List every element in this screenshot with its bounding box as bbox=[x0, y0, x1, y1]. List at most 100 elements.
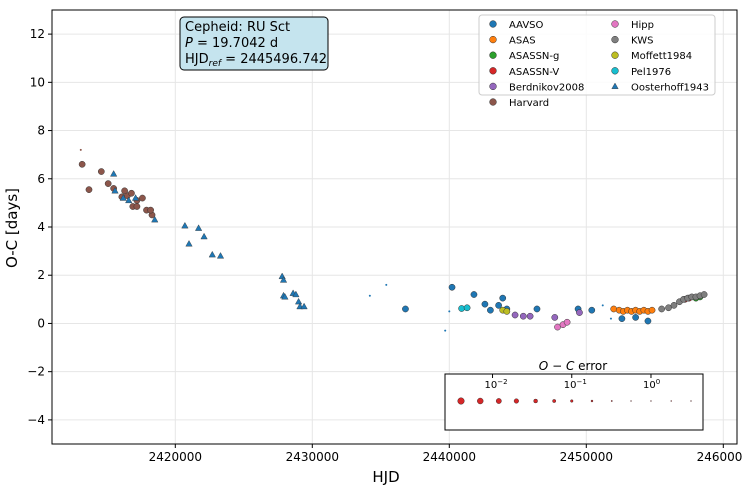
x-tick-label: 2460000 bbox=[697, 450, 742, 464]
error-size-marker bbox=[495, 398, 502, 404]
error-axis-tick-exponent: −1 bbox=[576, 378, 586, 386]
data-point bbox=[610, 305, 618, 313]
data-point bbox=[495, 302, 502, 309]
error-legend-title: O − C error bbox=[539, 359, 607, 373]
legend-marker bbox=[489, 67, 497, 75]
data-point bbox=[563, 318, 571, 326]
legend-label: ASASSN-g bbox=[509, 51, 559, 62]
data-point bbox=[110, 170, 118, 177]
data-point bbox=[458, 305, 465, 312]
info-box: Cepheid: RU Sct P = 19.7042 d HJDref = 2… bbox=[179, 16, 329, 71]
legend-marker bbox=[489, 98, 497, 106]
x-tick-label: 2430000 bbox=[286, 450, 339, 464]
data-point bbox=[292, 290, 300, 298]
data-point bbox=[576, 309, 583, 316]
legend-frame bbox=[478, 14, 716, 96]
data-point-small bbox=[609, 317, 612, 320]
error-legend-frame bbox=[444, 373, 704, 431]
data-point bbox=[147, 206, 154, 214]
y-tick-label: −4 bbox=[27, 413, 45, 427]
epoch-value: = 2445496.742 bbox=[221, 52, 327, 67]
data-point bbox=[104, 180, 112, 187]
error-size-marker bbox=[650, 400, 652, 402]
data-point bbox=[481, 300, 489, 308]
y-tick-label: 10 bbox=[30, 75, 45, 89]
data-point bbox=[632, 314, 639, 321]
data-point bbox=[279, 276, 288, 283]
data-point bbox=[551, 314, 559, 321]
y-tick-label: 8 bbox=[37, 124, 45, 138]
data-point bbox=[195, 224, 203, 231]
info-box-frame bbox=[179, 16, 329, 71]
error-size-marker bbox=[477, 397, 484, 405]
error-size-marker bbox=[457, 397, 465, 405]
data-point bbox=[185, 240, 193, 247]
data-point bbox=[533, 305, 541, 313]
data-point bbox=[125, 196, 133, 204]
error-size-marker bbox=[610, 400, 613, 402]
x-tick-label: 2440000 bbox=[423, 450, 476, 464]
data-point bbox=[503, 308, 511, 315]
x-tick-label: 2420000 bbox=[149, 450, 202, 464]
error-size-marker bbox=[570, 399, 574, 403]
data-point bbox=[644, 317, 652, 325]
legend-label: Oosterhoff1943 bbox=[631, 82, 709, 93]
data-point bbox=[128, 189, 135, 197]
legend-marker bbox=[611, 35, 619, 44]
error-size-marker bbox=[513, 398, 519, 404]
error-size-marker bbox=[630, 400, 632, 402]
data-point bbox=[618, 315, 626, 322]
data-point bbox=[208, 250, 216, 258]
data-point bbox=[216, 252, 225, 259]
legend-marker bbox=[611, 82, 619, 89]
y-tick-label: 12 bbox=[30, 27, 45, 41]
gridlines bbox=[52, 10, 737, 444]
error-title-minus: − bbox=[548, 359, 566, 373]
legend-marker bbox=[611, 67, 619, 75]
data-point bbox=[665, 304, 672, 312]
data-point-small bbox=[385, 283, 388, 286]
data-point bbox=[281, 293, 289, 300]
info-box-star-name: Cepheid: RU Sct bbox=[185, 20, 290, 35]
data-point bbox=[295, 297, 303, 305]
legend-label: Pel1976 bbox=[631, 67, 671, 78]
data-point bbox=[648, 306, 656, 314]
legend-label: ASAS bbox=[509, 36, 536, 47]
x-tick-label: 2450000 bbox=[560, 450, 613, 464]
epoch-subscript: ref bbox=[209, 59, 223, 69]
info-box-period: P = 19.7042 d bbox=[185, 36, 278, 51]
data-point bbox=[499, 294, 507, 302]
data-point bbox=[700, 291, 708, 298]
legend-label: ASASSN-V bbox=[509, 67, 559, 78]
data-point bbox=[402, 305, 409, 313]
data-point bbox=[151, 215, 159, 223]
data-point bbox=[463, 304, 471, 312]
error-title-word: error bbox=[574, 359, 607, 373]
data-point bbox=[78, 160, 86, 168]
data-point bbox=[131, 194, 140, 201]
legend-label: Hipp bbox=[631, 20, 654, 31]
legend-marker bbox=[489, 82, 497, 91]
data-point bbox=[300, 302, 308, 310]
data-points bbox=[78, 148, 708, 332]
y-tick-label: 4 bbox=[37, 220, 45, 234]
legend-marker bbox=[489, 51, 497, 59]
y-tick-label: 6 bbox=[37, 172, 45, 186]
data-point bbox=[526, 312, 534, 320]
legend-label: Harvard bbox=[509, 98, 549, 109]
error-title-o: O bbox=[539, 359, 548, 373]
legend-marker bbox=[611, 20, 619, 28]
error-axis-tick-exponent: 0 bbox=[656, 378, 660, 386]
error-size-marker bbox=[552, 399, 557, 403]
data-point bbox=[470, 291, 478, 298]
data-point bbox=[133, 203, 141, 210]
error-size-marker bbox=[533, 398, 538, 404]
legend-label: Moffett1984 bbox=[631, 51, 692, 62]
data-point-small bbox=[444, 329, 447, 332]
x-axis-label: HJD bbox=[372, 468, 399, 486]
data-point bbox=[85, 186, 93, 193]
period-symbol: P bbox=[185, 36, 193, 51]
error-size-marker bbox=[690, 400, 692, 402]
info-box-reference-epoch: HJDref = 2445496.742 bbox=[185, 52, 327, 69]
